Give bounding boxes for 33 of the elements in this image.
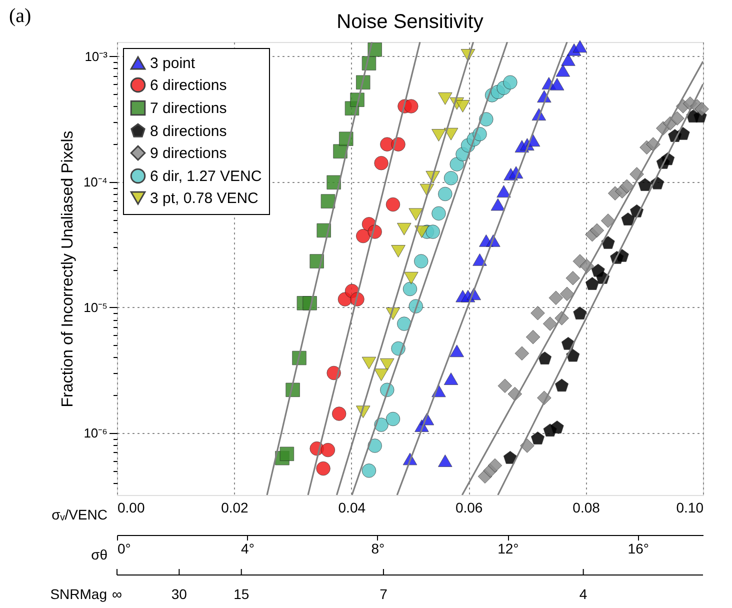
x-tick-label: 0.10 — [676, 500, 704, 516]
legend-label: 6 dir, 1.27 VENC — [150, 168, 262, 185]
chart-title: Noise Sensitivity — [336, 11, 484, 33]
text: (a) — [9, 5, 32, 27]
x2-tick-label: 4° — [241, 540, 254, 556]
legend-label: 9 directions — [150, 145, 227, 162]
legend-label: 7 directions — [150, 100, 227, 117]
x-tick-label: 0.08 — [572, 500, 600, 516]
x2-tick-label: 8° — [371, 540, 385, 556]
x-axis-title: σᵥ/VENC — [52, 506, 108, 522]
text: 30 — [171, 586, 188, 602]
x2-tick-label: 16° — [628, 540, 649, 556]
y-axis-title: Fraction of Incorrectly Unaliased Pixels — [59, 130, 76, 408]
text: 15 — [234, 586, 250, 602]
x-tick-label: 0.04 — [338, 500, 366, 516]
legend-label: 8 directions — [150, 123, 227, 140]
text: SNRMag — [50, 586, 107, 602]
legend-label: 6 directions — [150, 77, 227, 94]
y-tick-label: 10⁻³ — [84, 48, 108, 64]
x2-tick-label: 12° — [498, 540, 519, 556]
y-tick-label: 10⁻⁵ — [84, 300, 108, 315]
x-tick-label: 0.00 — [118, 500, 145, 516]
x2-axis-title: σθ — [91, 546, 108, 562]
legend-label: 3 pt, 0.78 VENC — [150, 190, 259, 207]
text: 4 — [579, 586, 588, 602]
y-tick-label: 10⁻⁶ — [84, 425, 108, 440]
x-tick-label: 0.02 — [221, 500, 249, 516]
x2-tick-label: 0° — [118, 540, 131, 556]
x-tick-label: 0.06 — [455, 500, 483, 516]
legend-label: 3 point — [150, 55, 196, 72]
text: 7 — [380, 586, 388, 602]
y-tick-label: 10⁻⁴ — [83, 174, 108, 190]
text: ∞ — [112, 586, 122, 602]
